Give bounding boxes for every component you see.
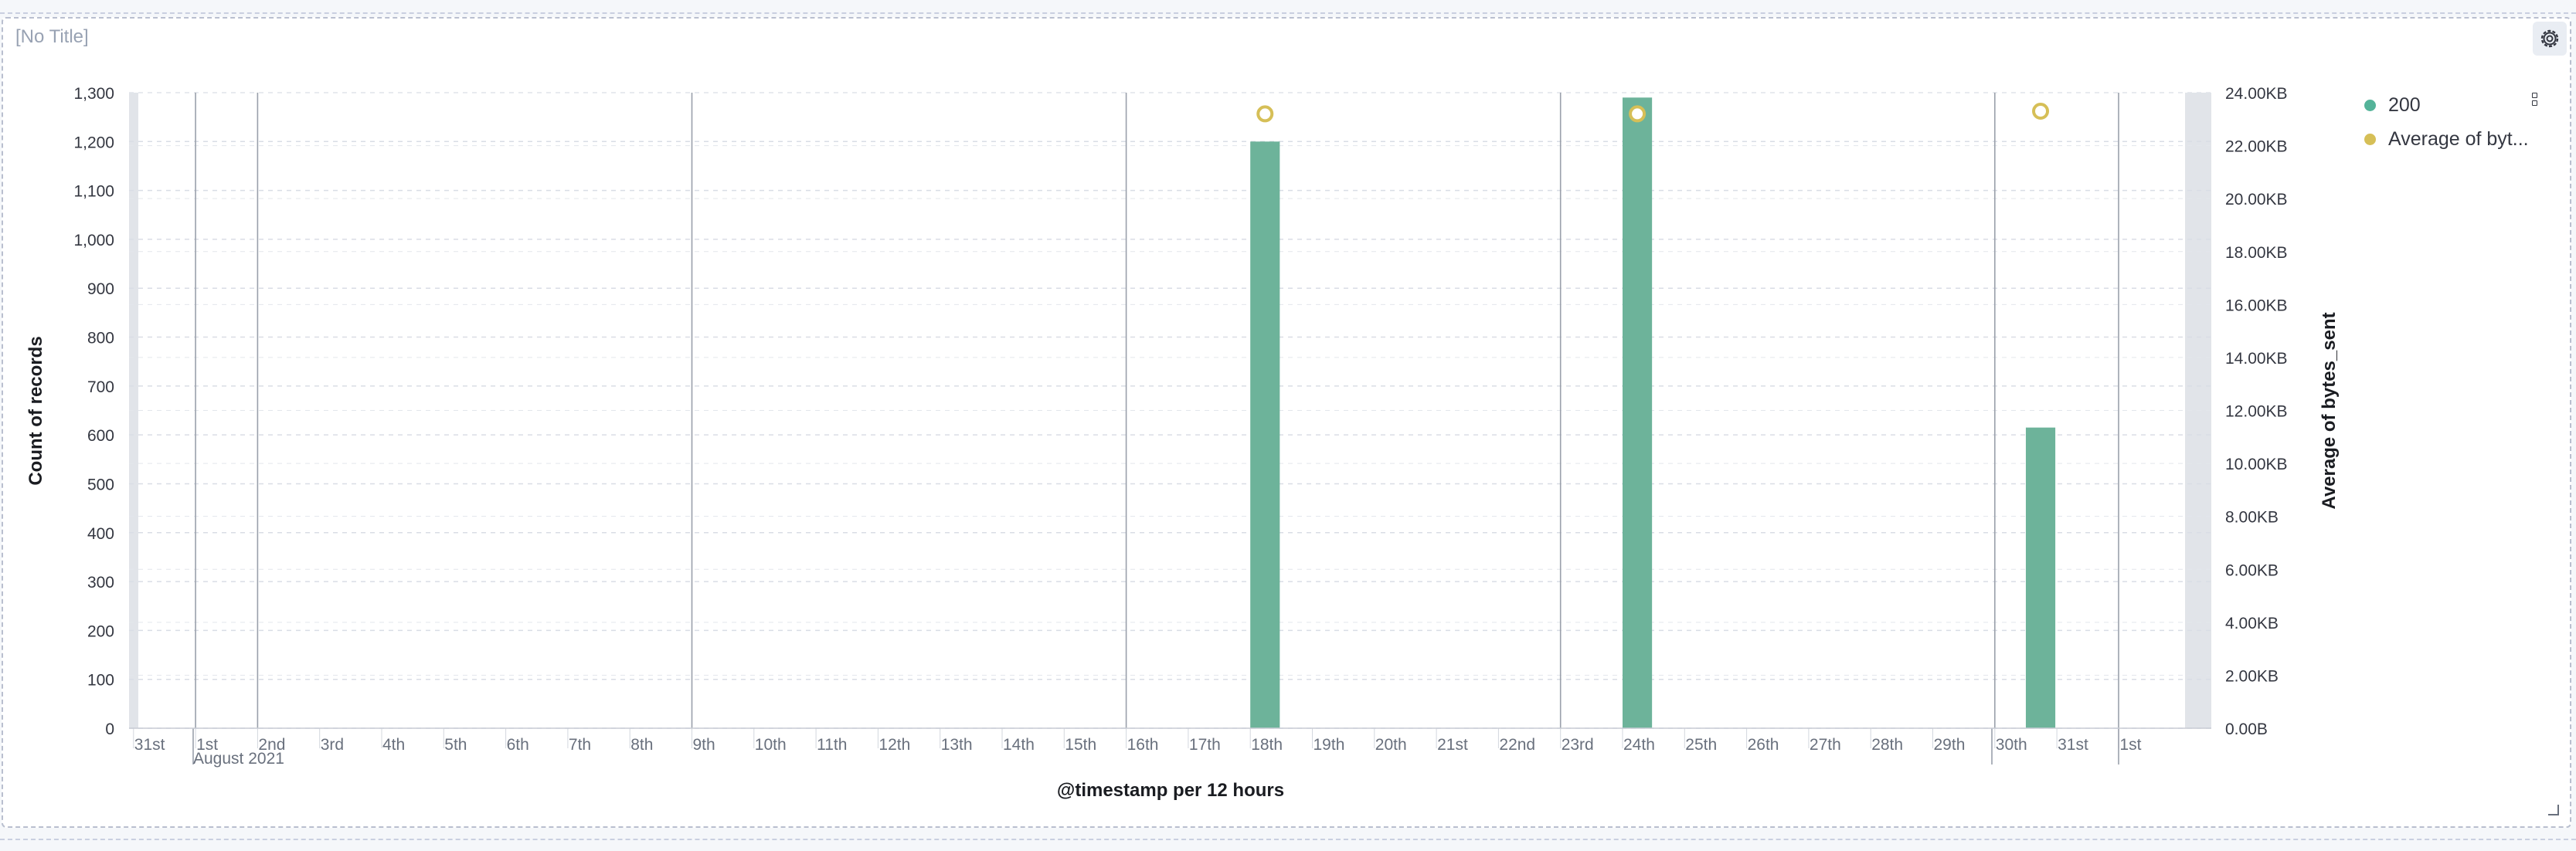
x-tick-label: 26th <box>1748 736 1779 754</box>
panel-settings-button[interactable] <box>2533 22 2567 56</box>
x-tick-label: 13th <box>941 736 973 754</box>
x-tick-label: 28th <box>1871 736 1903 754</box>
y-axis-title: Count of records <box>25 336 46 485</box>
y2-tick-label: 16.00KB <box>2225 297 2288 314</box>
bar <box>2025 427 2056 728</box>
y2-tick-label: 10.00KB <box>2225 456 2288 473</box>
x-axis-title: @timestamp per 12 hours <box>1057 780 1284 801</box>
legend-item-200[interactable]: 200 <box>2364 88 2529 122</box>
x-tick-label: 6th <box>507 736 529 754</box>
y2-tick-label: 8.00KB <box>2225 509 2279 527</box>
y2-tick-label: 20.00KB <box>2225 191 2288 209</box>
top-strip <box>0 0 2576 14</box>
x-tick-label: 31st <box>2058 736 2088 754</box>
y2-tick-label: 12.00KB <box>2225 403 2288 421</box>
y2-tick-label: 22.00KB <box>2225 138 2288 156</box>
bar <box>1623 97 1653 729</box>
y-tick-label: 200 <box>87 622 114 640</box>
x-tick-label: 20th <box>1375 736 1407 754</box>
y-tick-label: 800 <box>87 330 114 348</box>
y2-tick-label: 4.00KB <box>2225 615 2279 632</box>
y2-tick-label: 0.00B <box>2225 720 2268 738</box>
y2-tick-label: 14.00KB <box>2225 350 2288 368</box>
x-tick-label: 25th <box>1685 736 1717 754</box>
x-tick-label: 17th <box>1189 736 1221 754</box>
y2-tick-label: 6.00KB <box>2225 561 2279 579</box>
x-tick-label: 14th <box>1003 736 1035 754</box>
x-tick-label: 21st <box>1437 736 1468 754</box>
legend-color-dot <box>2364 99 2376 111</box>
legend-color-dot <box>2364 133 2376 145</box>
y-tick-label: 400 <box>87 525 114 543</box>
x-tick-label: 11th <box>817 736 847 754</box>
y-tick-label: 300 <box>87 574 114 592</box>
y-tick-label: 1,000 <box>73 232 114 249</box>
x-tick-label: 16th <box>1127 736 1159 754</box>
x-tick-label: 29th <box>1934 736 1966 754</box>
line-point <box>1629 105 1647 123</box>
y-tick-label: 900 <box>87 280 114 298</box>
x-tick-label: 23rd <box>1562 736 1594 754</box>
x-tick-label: 7th <box>569 736 591 754</box>
x-tick-label: 18th <box>1251 736 1283 754</box>
y-tick-label: 700 <box>87 378 114 396</box>
panel-title: [No Title] <box>15 26 89 47</box>
x-tick-label: 19th <box>1313 736 1345 754</box>
y-tick-label: 600 <box>87 427 114 445</box>
x-tick-label: 22nd <box>1499 736 1535 754</box>
y-tick-label: 1,200 <box>73 134 114 151</box>
y2-tick-label: 24.00KB <box>2225 85 2288 103</box>
x-tick-label: 8th <box>630 736 653 754</box>
x-tick-label: 24th <box>1623 736 1655 754</box>
resize-handle-icon[interactable] <box>2548 805 2559 815</box>
legend-label: Average of byt... <box>2388 127 2529 150</box>
y2-tick-label: 2.00KB <box>2225 667 2279 685</box>
legend-label: 200 <box>2388 93 2421 116</box>
y2-axis-title: Average of bytes_sent <box>2319 312 2340 509</box>
y-tick-label: 0 <box>105 720 114 738</box>
bottom-strip <box>0 839 2576 851</box>
x-tick-label: 30th <box>1996 736 2027 754</box>
x-tick-label: 3rd <box>321 736 344 754</box>
legend: 200 Average of byt... <box>2364 88 2529 156</box>
x-tick-label: 2nd <box>258 736 285 754</box>
x-tick-label: 31st <box>134 736 165 754</box>
line-point <box>2032 103 2050 120</box>
vertical-dots-icon[interactable] <box>2532 93 2540 113</box>
x-tick-label: 4th <box>382 736 405 754</box>
x-tick-label: 27th <box>1810 736 1841 754</box>
visualization-panel: [No Title] <box>2 17 2571 828</box>
x-sublabel: August 2021 <box>193 750 284 768</box>
y-tick-label: 100 <box>87 672 114 690</box>
legend-item-average-bytes[interactable]: Average of byt... <box>2364 122 2529 156</box>
y-tick-label: 500 <box>87 476 114 493</box>
x-tick-label: 10th <box>755 736 787 754</box>
x-tick-label: 1st <box>2119 736 2141 754</box>
y2-tick-label: 18.00KB <box>2225 244 2288 262</box>
x-tick-label: 9th <box>693 736 715 754</box>
x-tick-label: 15th <box>1065 736 1096 754</box>
gear-icon <box>2540 29 2559 48</box>
x-tick-label: 1st <box>196 736 218 754</box>
y-tick-label: 1,100 <box>73 183 114 201</box>
x-tick-label: 12th <box>878 736 910 754</box>
bar <box>1250 141 1280 729</box>
y-tick-label: 1,300 <box>73 85 114 103</box>
line-point <box>1256 105 1274 123</box>
x-tick-label: 5th <box>444 736 467 754</box>
